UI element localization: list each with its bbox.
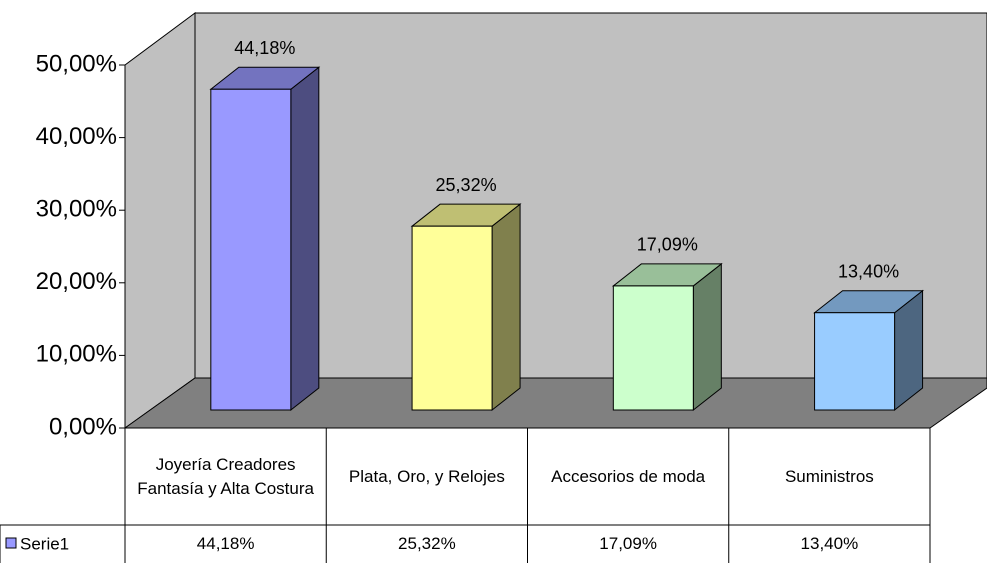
category-label-cell: Joyería Creadores Fantasía y Alta Costur…: [137, 454, 314, 498]
y-tick-label: 10,00%: [36, 341, 117, 368]
table-value-cell: 13,40%: [800, 534, 859, 553]
floor: [123, 377, 987, 429]
bar-side: [491, 203, 521, 412]
category-label: Accesorios de moda: [551, 466, 706, 486]
category-label-cell: Accesorios de moda: [551, 466, 706, 486]
category-label: Joyería Creadores Fantasía y Alta Costur…: [137, 454, 314, 498]
y-tick-label: 0,00%: [49, 413, 117, 440]
category-label-cell: Plata, Oro, y Relojes: [348, 466, 505, 486]
y-tick-label: 20,00%: [36, 268, 117, 295]
bar: [612, 285, 694, 411]
bar: [210, 88, 292, 411]
bar-side: [290, 66, 320, 412]
bar-side: [692, 262, 722, 412]
side-wall: [124, 12, 196, 429]
category-label: Plata, Oro, y Relojes: [348, 466, 505, 486]
table-value-cell: 25,32%: [398, 534, 456, 553]
y-tick-label: 30,00%: [36, 196, 117, 223]
data-label: 44,18%: [234, 38, 295, 58]
table-value: 25,32%: [398, 534, 456, 553]
table-value-cell: 44,18%: [196, 534, 255, 553]
bar: [814, 312, 896, 411]
data-label: 17,09%: [637, 235, 698, 255]
data-label: 25,32%: [436, 175, 497, 195]
table-value: 44,18%: [196, 534, 255, 553]
table-value: 13,40%: [800, 534, 859, 553]
legend-label: Serie1: [20, 534, 69, 553]
bar: [411, 225, 493, 411]
y-tick-label: 40,00%: [36, 123, 117, 150]
y-tick-label: 50,00%: [36, 50, 117, 77]
table-value: 17,09%: [599, 534, 657, 553]
legend-swatch: [5, 537, 17, 549]
table-value-cell: 17,09%: [599, 534, 657, 553]
category-label-cell: Suministros: [784, 466, 874, 486]
data-label: 13,40%: [838, 261, 899, 281]
category-label: Suministros: [784, 466, 874, 486]
